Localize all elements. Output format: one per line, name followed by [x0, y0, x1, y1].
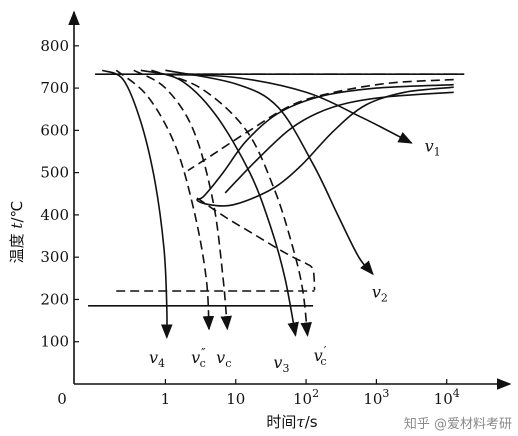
transformation-curves [187, 78, 454, 291]
cooling-curve-6 [151, 69, 312, 337]
x-tick-label-0: 1 [161, 390, 171, 408]
cooling-curve-0 [168, 73, 413, 144]
curve-label-2: v3 [273, 353, 289, 375]
watermark-text: 知乎 @爱材料考研 [404, 416, 512, 432]
c-curve-end-dashed [196, 197, 316, 291]
curve-label-5: v″ c [191, 346, 206, 370]
cooling-curve-2 [140, 69, 299, 337]
curve-label-1: v2 [372, 282, 388, 304]
axes: 100 200 300 400 500 600 700 800 1 10 102 103 104 0 [40, 10, 512, 408]
x-tick-label-1: 10 [226, 390, 245, 408]
cooling-curve-5 [115, 69, 215, 331]
reference-lines [88, 73, 465, 307]
curve-label-6: v′ c [314, 344, 327, 368]
cooling-curve-4 [133, 69, 232, 331]
x-axis-title: 时间τ/s [266, 413, 317, 431]
y-tick-label-2: 300 [40, 248, 69, 266]
y-tick-label-3: 400 [40, 206, 69, 224]
y-tick-label-7: 800 [40, 37, 69, 55]
cooling-curves [101, 69, 413, 339]
x-tick-label-4: 104 [434, 387, 460, 408]
origin-label: 0 [57, 390, 67, 408]
x-tick-label-3: 103 [363, 387, 389, 408]
cooling-curve-3 [101, 69, 173, 339]
y-tick-label-6: 700 [40, 79, 69, 97]
y-tick-label-5: 600 [40, 121, 69, 139]
curve-label-3: v4 [149, 348, 165, 370]
y-tick-label-0: 100 [40, 333, 69, 351]
x-tick-label-2: 102 [293, 387, 319, 408]
c-curve-end-solid [224, 91, 454, 194]
c-curve-start-solid [196, 83, 454, 207]
y-tick-label-4: 500 [40, 164, 69, 182]
curve-label-0: v1 [425, 137, 441, 159]
y-tick-label-1: 200 [40, 290, 69, 308]
cooling-curve-1 [165, 69, 374, 276]
curve-label-4: vc [216, 348, 231, 370]
c-curve-start-dashed [187, 78, 454, 172]
chart-labels: 时间τ/s 温度 t/℃ v1 v2 v3 v4 vc v″ c v′ c [8, 137, 441, 432]
y-axis-title: 温度 t/℃ [8, 201, 26, 264]
